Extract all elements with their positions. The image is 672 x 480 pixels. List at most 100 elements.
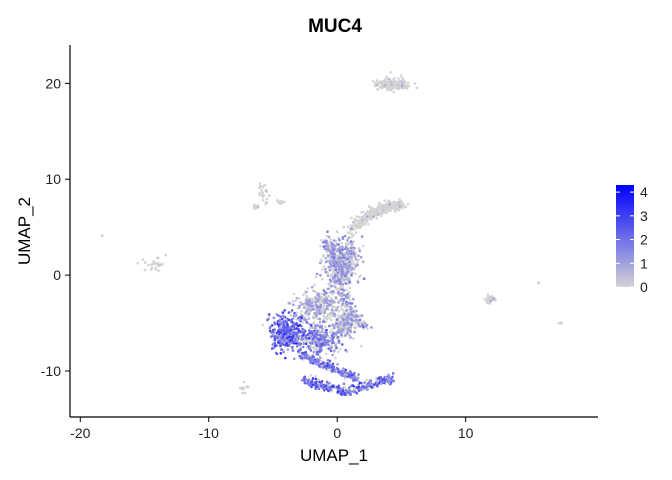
data-point	[316, 324, 319, 327]
data-point	[350, 256, 353, 260]
data-point	[333, 314, 336, 318]
data-point	[329, 260, 333, 263]
data-point	[376, 84, 379, 87]
data-point	[297, 305, 301, 309]
x-tick-label: 0	[333, 425, 341, 441]
data-point	[365, 378, 369, 382]
data-point	[252, 205, 256, 208]
data-point	[323, 332, 327, 336]
data-point	[389, 81, 393, 84]
data-point	[319, 274, 322, 277]
data-point	[338, 282, 342, 286]
data-point	[327, 389, 330, 393]
data-point	[320, 310, 324, 314]
data-point	[357, 220, 360, 224]
data-point	[342, 367, 345, 370]
data-point	[325, 291, 328, 295]
data-point	[282, 350, 286, 354]
data-point	[325, 364, 329, 368]
data-point	[361, 260, 365, 264]
data-point	[341, 268, 344, 272]
data-point	[336, 273, 339, 277]
data-point	[329, 388, 332, 391]
data-point	[289, 314, 293, 317]
data-point	[315, 350, 319, 354]
data-point	[292, 292, 296, 296]
data-point	[349, 240, 353, 243]
data-point	[400, 84, 404, 88]
data-point	[101, 234, 104, 237]
data-point	[344, 368, 348, 372]
data-point	[312, 289, 315, 293]
data-point	[322, 253, 325, 257]
data-point	[375, 79, 379, 82]
data-point	[316, 306, 319, 309]
data-point	[318, 350, 322, 353]
data-point	[303, 356, 307, 359]
data-point	[376, 381, 379, 384]
data-point	[329, 297, 333, 300]
data-point	[300, 310, 303, 313]
data-point	[330, 299, 334, 303]
data-point	[331, 362, 335, 366]
data-point	[272, 316, 276, 320]
data-point	[283, 340, 286, 343]
data-point	[330, 331, 333, 334]
data-point	[344, 272, 348, 276]
data-point	[299, 319, 302, 323]
data-point	[326, 259, 329, 263]
data-point	[347, 291, 351, 294]
data-point	[287, 311, 291, 314]
data-point	[271, 334, 274, 338]
data-point	[336, 249, 339, 253]
data-point	[299, 301, 302, 304]
data-point	[328, 317, 332, 320]
data-point	[300, 314, 304, 318]
data-point	[334, 344, 337, 347]
data-point	[271, 346, 275, 350]
data-point	[328, 282, 332, 285]
data-point	[355, 215, 359, 218]
data-point	[347, 387, 351, 391]
data-point	[336, 279, 339, 283]
data-point	[293, 311, 296, 315]
data-point	[268, 329, 272, 333]
data-point	[344, 268, 347, 272]
data-point	[265, 197, 269, 201]
data-point	[324, 296, 327, 300]
data-point	[560, 321, 563, 325]
data-point	[341, 317, 345, 321]
legend-tick-label: 0	[640, 279, 648, 295]
data-point	[344, 294, 348, 298]
data-point	[486, 293, 490, 297]
data-point	[374, 208, 377, 211]
data-point	[320, 239, 323, 242]
data-point	[290, 309, 294, 312]
data-point	[392, 84, 396, 87]
data-point	[241, 387, 244, 391]
data-point	[301, 345, 305, 349]
x-tick-label: -10	[199, 425, 219, 441]
data-point	[324, 343, 328, 346]
data-points	[100, 71, 564, 397]
data-point	[344, 264, 348, 268]
data-point	[358, 224, 361, 228]
data-point	[352, 252, 356, 255]
data-point	[351, 220, 355, 224]
x-tick-label: -20	[70, 425, 90, 441]
data-point	[289, 329, 292, 332]
data-point	[334, 386, 337, 389]
data-point	[337, 371, 340, 374]
data-point	[319, 261, 322, 265]
data-point	[307, 337, 311, 340]
data-point	[322, 265, 326, 268]
legend-tick-label: 1	[640, 255, 648, 271]
data-point	[316, 353, 320, 356]
data-point	[340, 242, 344, 245]
data-point	[303, 379, 307, 382]
data-point	[355, 218, 359, 222]
data-point	[313, 329, 316, 333]
data-point	[325, 234, 329, 238]
data-point	[258, 182, 262, 185]
data-point	[362, 385, 365, 388]
